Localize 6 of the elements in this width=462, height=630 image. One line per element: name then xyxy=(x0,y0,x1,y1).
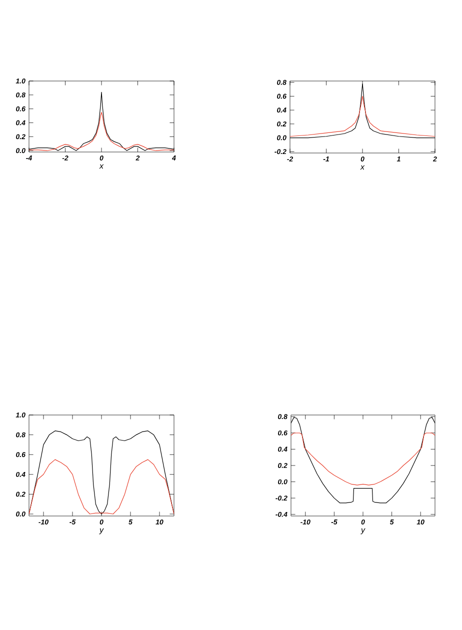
line-series xyxy=(290,96,435,137)
x-axis-title: x xyxy=(360,165,365,170)
x-axis-title: y xyxy=(360,528,366,534)
x-axis-title: x xyxy=(99,164,104,169)
line-series xyxy=(29,112,174,151)
x-axis-title: y xyxy=(99,528,104,534)
